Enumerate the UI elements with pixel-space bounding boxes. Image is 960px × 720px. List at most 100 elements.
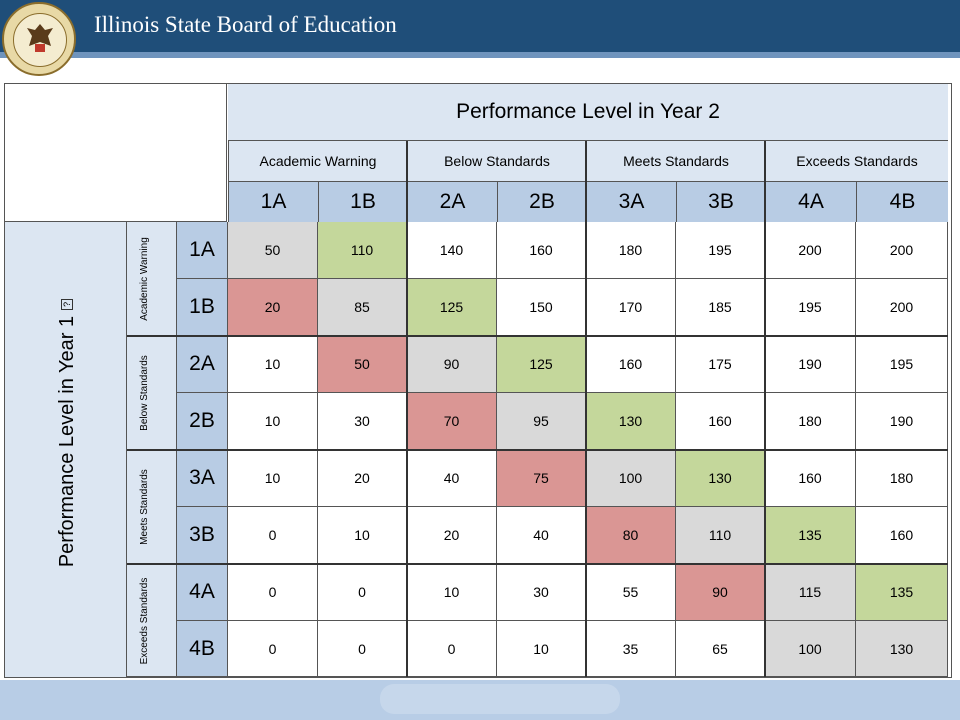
table-cell-1b-3a: 170 xyxy=(586,279,676,336)
row-header-2b: 2B xyxy=(177,393,228,450)
table-cell-1a-2b: 160 xyxy=(497,222,586,279)
col-header-3a: 3A xyxy=(586,182,676,223)
table-cell-1a-3a: 180 xyxy=(586,222,676,279)
col-header-2b: 2B xyxy=(497,182,586,223)
row-group-meets-standards: Meets Standards xyxy=(127,450,177,564)
row-group-exceeds-standards: Exceeds Standards xyxy=(127,564,177,677)
table-cell-1a-2a: 140 xyxy=(407,222,497,279)
header-bar xyxy=(0,0,960,52)
row-group-label: Below Standards xyxy=(138,355,150,431)
table-cell-4b-3a: 35 xyxy=(586,621,676,677)
table-cell-1a-1a: 50 xyxy=(228,222,318,279)
table-cell-2a-3a: 160 xyxy=(586,336,676,393)
row-header-1a: 1A xyxy=(177,222,228,279)
row-header-3a: 3A xyxy=(177,450,228,507)
table-cell-3a-3b: 130 xyxy=(676,450,765,507)
table-cell-1a-4b: 200 xyxy=(856,222,948,279)
table-cell-3a-1b: 20 xyxy=(318,450,407,507)
row-group-academic-warning: Academic Warning xyxy=(127,222,177,336)
table-cell-2b-2a: 70 xyxy=(407,393,497,450)
table-cell-3a-4a: 160 xyxy=(765,450,856,507)
year2-title: Performance Level in Year 2 xyxy=(228,84,948,141)
table-cell-3b-1b: 10 xyxy=(318,507,407,564)
table-cell-3b-3a: 80 xyxy=(586,507,676,564)
table-cell-3b-3b: 110 xyxy=(676,507,765,564)
table-corner xyxy=(5,84,227,222)
row-header-1b: 1B xyxy=(177,279,228,336)
table-cell-2a-3b: 175 xyxy=(676,336,765,393)
col-header-4a: 4A xyxy=(765,182,856,223)
table-cell-4b-3b: 65 xyxy=(676,621,765,677)
page-title: Illinois State Board of Education xyxy=(94,12,397,37)
table-cell-2b-3b: 160 xyxy=(676,393,765,450)
table-cell-3a-4b: 180 xyxy=(856,450,948,507)
table-cell-1a-3b: 195 xyxy=(676,222,765,279)
table-cell-2b-4b: 190 xyxy=(856,393,948,450)
table-cell-2b-2b: 95 xyxy=(497,393,586,450)
table-cell-4b-4a: 100 xyxy=(765,621,856,677)
table-cell-1b-3b: 185 xyxy=(676,279,765,336)
col-header-4b: 4B xyxy=(856,182,948,223)
table-cell-2a-2a: 90 xyxy=(407,336,497,393)
table-cell-1b-4a: 195 xyxy=(765,279,856,336)
table-cell-4a-2a: 10 xyxy=(407,564,497,621)
table-cell-1b-1b: 85 xyxy=(318,279,407,336)
table-cell-1a-4a: 200 xyxy=(765,222,856,279)
col-group-below-standards: Below Standards xyxy=(407,141,586,182)
row-group-label: Academic Warning xyxy=(138,237,150,321)
table-cell-3b-2a: 20 xyxy=(407,507,497,564)
state-seal-icon xyxy=(2,2,76,76)
header-stripe xyxy=(0,52,960,58)
table-cell-3b-4a: 135 xyxy=(765,507,856,564)
group-divider xyxy=(764,141,766,677)
col-header-1a: 1A xyxy=(228,182,318,223)
table-cell-4a-3a: 55 xyxy=(586,564,676,621)
row-group-below-standards: Below Standards xyxy=(127,336,177,450)
table-cell-1b-2b: 150 xyxy=(497,279,586,336)
table-cell-4b-1b: 0 xyxy=(318,621,407,677)
group-divider xyxy=(406,141,408,677)
table-cell-2a-2b: 125 xyxy=(497,336,586,393)
footer-decoration xyxy=(380,684,620,714)
table-cell-4a-4b: 135 xyxy=(856,564,948,621)
table-cell-4b-1a: 0 xyxy=(228,621,318,677)
year1-panel: Performance Level in Year 1? xyxy=(5,222,127,677)
table-cell-3a-1a: 10 xyxy=(228,450,318,507)
group-divider xyxy=(127,449,948,451)
row-header-4a: 4A xyxy=(177,564,228,621)
table-cell-4a-2b: 30 xyxy=(497,564,586,621)
table-cell-3b-4b: 160 xyxy=(856,507,948,564)
table-cell-3a-3a: 100 xyxy=(586,450,676,507)
row-group-label: Meets Standards xyxy=(138,469,150,545)
table-cell-4a-4a: 115 xyxy=(765,564,856,621)
table-cell-4a-1a: 0 xyxy=(228,564,318,621)
table-cell-1b-2a: 125 xyxy=(407,279,497,336)
table-cell-2b-1b: 30 xyxy=(318,393,407,450)
col-header-3b: 3B xyxy=(676,182,765,223)
col-header-1b: 1B xyxy=(318,182,407,223)
table-cell-4b-2a: 0 xyxy=(407,621,497,677)
table-cell-3b-2b: 40 xyxy=(497,507,586,564)
table-cell-1b-4b: 200 xyxy=(856,279,948,336)
table-cell-3b-1a: 0 xyxy=(228,507,318,564)
col-group-meets-standards: Meets Standards xyxy=(586,141,765,182)
table-cell-2a-1a: 10 xyxy=(228,336,318,393)
group-divider xyxy=(127,335,948,337)
row-group-label: Exceeds Standards xyxy=(138,577,150,665)
table-cell-3a-2a: 40 xyxy=(407,450,497,507)
table-cell-1a-1b: 110 xyxy=(318,222,407,279)
row-header-2a: 2A xyxy=(177,336,228,393)
table-cell-4a-3b: 90 xyxy=(676,564,765,621)
table-cell-3a-2b: 75 xyxy=(497,450,586,507)
table-cell-2a-4b: 195 xyxy=(856,336,948,393)
table-cell-4b-2b: 10 xyxy=(497,621,586,677)
row-header-4b: 4B xyxy=(177,621,228,677)
col-group-exceeds-standards: Exceeds Standards xyxy=(765,141,948,182)
eagle-icon xyxy=(27,24,53,52)
table-cell-2b-4a: 180 xyxy=(765,393,856,450)
table-cell-2b-3a: 130 xyxy=(586,393,676,450)
row-header-3b: 3B xyxy=(177,507,228,564)
table-cell-4b-4b: 130 xyxy=(856,621,948,677)
table-cell-1b-1a: 20 xyxy=(228,279,318,336)
table-cell-4a-1b: 0 xyxy=(318,564,407,621)
